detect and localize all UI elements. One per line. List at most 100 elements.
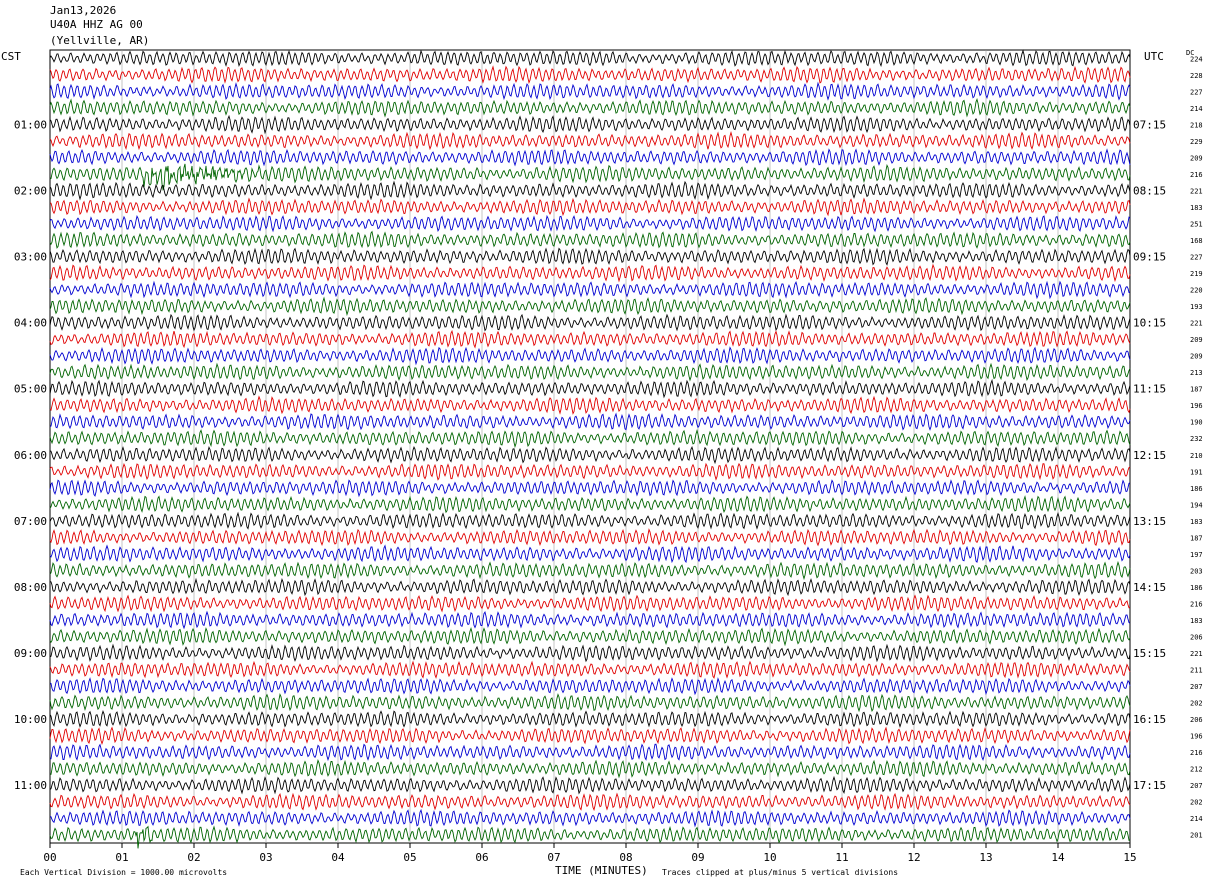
dc-offset-label: 221 bbox=[1190, 650, 1203, 658]
trace-27 bbox=[49, 495, 1131, 514]
trace-16 bbox=[49, 313, 1131, 332]
right-hour-label: 10:15 bbox=[1133, 317, 1166, 330]
left-hour-label: 07:00 bbox=[14, 515, 47, 528]
trace-43 bbox=[49, 759, 1131, 779]
dc-offset-label: 191 bbox=[1190, 468, 1203, 476]
x-axis-ticks: 00 01 02 03 04 05 06 07 08 09 10 11 12 13 14 15 bbox=[43, 843, 1137, 864]
x-tick-label: 10 bbox=[763, 851, 776, 864]
dc-label: DC bbox=[1186, 49, 1195, 57]
header-date: Jan13,2026 bbox=[50, 4, 117, 17]
dc-offset-label: 206 bbox=[1190, 633, 1203, 641]
dc-offset-label: 218 bbox=[1190, 121, 1203, 129]
trace-40 bbox=[49, 710, 1131, 729]
left-hour-label: 01:00 bbox=[14, 118, 47, 131]
trace-47 bbox=[49, 825, 1131, 849]
trace-42 bbox=[49, 743, 1131, 762]
dc-offset-label: 213 bbox=[1190, 369, 1203, 377]
trace-2 bbox=[49, 81, 1131, 101]
x-tick-label: 01 bbox=[115, 851, 128, 864]
dc-offset-label: 209 bbox=[1190, 336, 1203, 344]
dc-offset-label: 209 bbox=[1190, 154, 1203, 162]
dc-offset-label: 220 bbox=[1190, 287, 1203, 295]
x-tick-label: 13 bbox=[979, 851, 992, 864]
trace-22 bbox=[49, 412, 1131, 431]
trace-31 bbox=[49, 560, 1131, 581]
dc-offset-label: 187 bbox=[1190, 534, 1203, 542]
dc-offset-label: 183 bbox=[1190, 204, 1203, 212]
header-station: U40A HHZ AG 00 bbox=[50, 18, 143, 31]
trace-13 bbox=[49, 263, 1131, 283]
dc-offset-label: 227 bbox=[1190, 254, 1203, 262]
trace-33 bbox=[49, 594, 1131, 613]
trace-1 bbox=[49, 65, 1131, 84]
dc-offset-label: 212 bbox=[1190, 766, 1203, 774]
dc-offset-label: 216 bbox=[1190, 600, 1203, 608]
trace-5 bbox=[49, 130, 1131, 151]
trace-44 bbox=[49, 775, 1131, 795]
trace-37 bbox=[49, 660, 1131, 679]
left-hour-label: 08:00 bbox=[14, 581, 47, 594]
trace-19 bbox=[49, 362, 1131, 382]
right-timezone-label: UTC bbox=[1144, 50, 1164, 63]
trace-4 bbox=[49, 114, 1131, 135]
dc-offset-label: 221 bbox=[1190, 187, 1203, 195]
dc-offset-label: 197 bbox=[1190, 551, 1203, 559]
dc-offset-labels: 224 228 227 214 218 229 209 216 221 183 251 168 227 2… bbox=[1190, 55, 1203, 839]
dc-offset-label: 216 bbox=[1190, 171, 1203, 179]
trace-3 bbox=[49, 97, 1131, 118]
x-tick-label: 02 bbox=[187, 851, 200, 864]
dc-offset-label: 203 bbox=[1190, 567, 1203, 575]
x-tick-label: 00 bbox=[43, 851, 56, 864]
right-hour-label: 16:15 bbox=[1133, 713, 1166, 726]
trace-25 bbox=[49, 462, 1131, 481]
trace-11 bbox=[49, 230, 1131, 249]
right-hour-label: 17:15 bbox=[1133, 779, 1166, 792]
left-hour-label: 05:00 bbox=[14, 383, 47, 396]
right-hour-label: 12:15 bbox=[1133, 449, 1166, 462]
trace-15 bbox=[49, 296, 1131, 317]
dc-offset-label: 183 bbox=[1190, 518, 1203, 526]
x-axis-title: TIME (MINUTES) bbox=[555, 864, 648, 877]
trace-41 bbox=[49, 726, 1131, 746]
right-hour-label: 14:15 bbox=[1133, 581, 1166, 594]
trace-30 bbox=[49, 544, 1131, 564]
right-hour-label: 15:15 bbox=[1133, 647, 1166, 660]
seismic-traces bbox=[49, 49, 1131, 849]
trace-14 bbox=[49, 280, 1131, 300]
x-tick-label: 07 bbox=[547, 851, 560, 864]
trace-45 bbox=[49, 792, 1131, 812]
trace-24 bbox=[49, 445, 1131, 465]
trace-34 bbox=[49, 610, 1131, 630]
x-tick-label: 03 bbox=[259, 851, 272, 864]
left-timezone-label: CST bbox=[1, 50, 21, 63]
trace-12 bbox=[49, 247, 1131, 266]
dc-offset-label: 186 bbox=[1190, 584, 1203, 592]
x-tick-label: 06 bbox=[475, 851, 488, 864]
trace-38 bbox=[49, 677, 1131, 696]
scale-note: Each Vertical Division = 1000.00 microvo… bbox=[20, 868, 228, 877]
trace-32 bbox=[49, 577, 1131, 597]
trace-39 bbox=[49, 693, 1131, 713]
dc-offset-label: 190 bbox=[1190, 419, 1203, 427]
trace-9 bbox=[49, 197, 1131, 217]
header-location: (Yellville, AR) bbox=[50, 34, 150, 47]
trace-21 bbox=[49, 395, 1131, 415]
dc-offset-label: 251 bbox=[1190, 220, 1203, 228]
right-hour-label: 08:15 bbox=[1133, 184, 1166, 197]
dc-offset-label: 193 bbox=[1190, 303, 1203, 311]
right-hour-label: 13:15 bbox=[1133, 515, 1166, 528]
dc-offset-label: 201 bbox=[1190, 832, 1203, 840]
dc-offset-label: 207 bbox=[1190, 683, 1203, 691]
left-hour-label: 03:00 bbox=[14, 251, 47, 264]
trace-29 bbox=[49, 528, 1131, 547]
dc-offset-label: 214 bbox=[1190, 105, 1203, 113]
right-hour-label: 11:15 bbox=[1133, 383, 1166, 396]
trace-26 bbox=[49, 479, 1131, 498]
x-tick-label: 11 bbox=[835, 851, 848, 864]
trace-35 bbox=[49, 626, 1131, 647]
left-hour-label: 04:00 bbox=[14, 317, 47, 330]
dc-offset-label: 183 bbox=[1190, 617, 1203, 625]
dc-offset-label: 216 bbox=[1190, 749, 1203, 757]
x-tick-label: 05 bbox=[403, 851, 416, 864]
